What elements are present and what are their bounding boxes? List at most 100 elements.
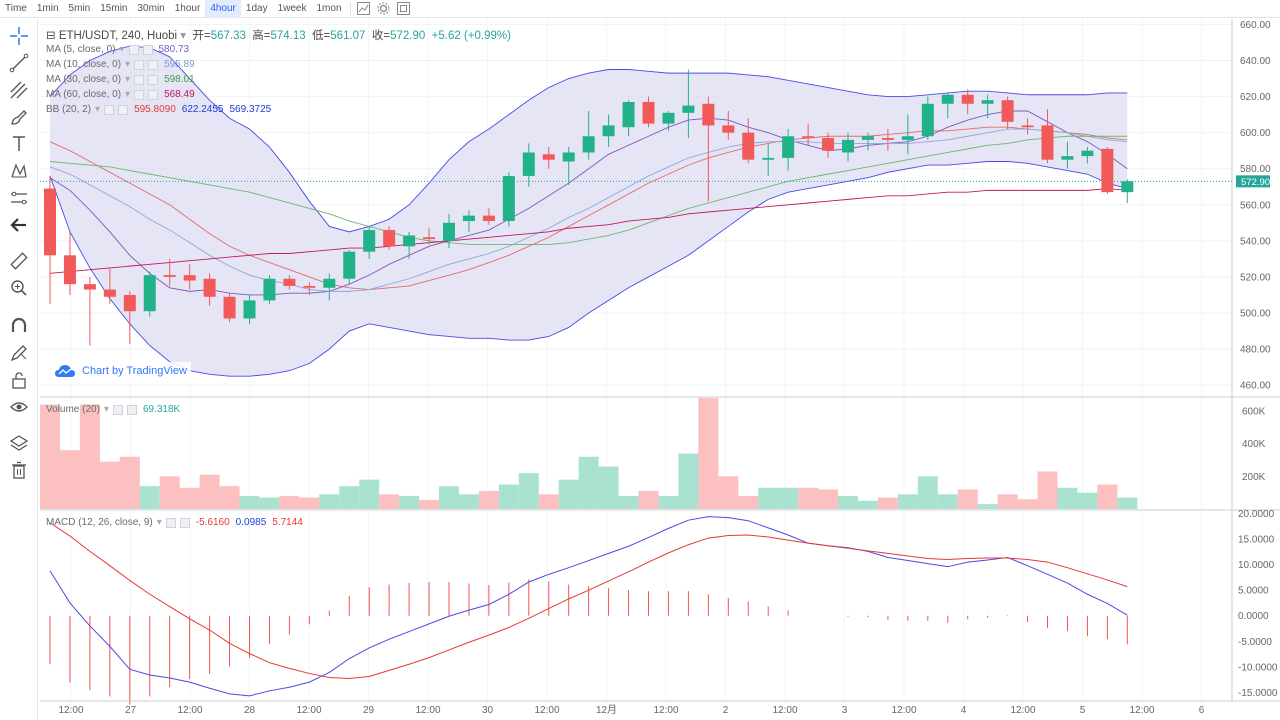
bb-value-1: 595.8090 — [134, 104, 176, 115]
ma30-dropdown-icon[interactable]: ▾ — [125, 74, 131, 85]
ma10-settings-icon[interactable] — [134, 59, 145, 70]
trash-icon[interactable] — [7, 459, 31, 481]
ma10-close-icon[interactable] — [148, 59, 159, 70]
price-tick-label: 520.00 — [1240, 272, 1271, 283]
last-price-badge-label: 572.90 — [1241, 177, 1270, 188]
bb-close-icon[interactable] — [118, 104, 129, 115]
visibility-eye-icon[interactable] — [7, 396, 31, 418]
lock-icon[interactable] — [7, 369, 31, 391]
volume-settings-icon[interactable] — [112, 404, 123, 415]
ma60-dropdown-icon[interactable]: ▾ — [125, 89, 131, 100]
price-tick-label: 500.00 — [1240, 309, 1271, 320]
ma5-close-icon[interactable] — [142, 44, 153, 55]
high-label: 高= — [252, 30, 271, 42]
tf-1mon[interactable]: 1mon — [316, 2, 342, 14]
tradingview-watermark[interactable]: Chart by TradingView — [50, 362, 191, 380]
macd-value-1: -5.6160 — [195, 517, 230, 528]
time-tick-label: 5 — [1080, 705, 1086, 716]
volume-tick-label: 600K — [1242, 407, 1266, 418]
price-tick-label: 540.00 — [1240, 236, 1271, 247]
time-tick-label: 2 — [723, 705, 729, 716]
tf-5min[interactable]: 5min — [68, 2, 91, 14]
bb-value-3: 569.3725 — [229, 104, 272, 115]
price-tick-label: 640.00 — [1240, 56, 1271, 67]
volume-dropdown-icon[interactable]: ▾ — [103, 404, 109, 415]
pattern-icon[interactable] — [7, 160, 31, 182]
open-label: 开= — [192, 30, 211, 42]
back-arrow-icon[interactable] — [7, 214, 31, 236]
price-tick-label: 580.00 — [1240, 164, 1271, 175]
change-value: +5.62 (+0.99%) — [431, 30, 511, 42]
symbol-label[interactable]: ETH/USDT, 240, Huobi — [58, 30, 178, 42]
macd-tick-label: -15.0000 — [1238, 688, 1278, 699]
ma60-close-icon[interactable] — [148, 89, 159, 100]
legend-ma60[interactable]: MA (60, close, 0) ▾ 568.49 — [46, 89, 195, 100]
low-value: 561.07 — [330, 30, 366, 42]
time-tick-label: 12:00 — [177, 705, 202, 716]
ma5-value: 580.73 — [158, 44, 190, 55]
symbol-dropdown-icon[interactable]: ▾ — [180, 30, 187, 42]
settings-gear-icon[interactable] — [374, 0, 394, 18]
ma30-settings-icon[interactable] — [134, 74, 145, 85]
tf-4hour[interactable]: 4hour — [205, 0, 241, 18]
fullscreen-icon[interactable] — [394, 0, 414, 18]
stay-in-drawing-icon[interactable] — [7, 342, 31, 364]
bb-settings-icon[interactable] — [104, 104, 115, 115]
tf-1day[interactable]: 1day — [245, 2, 268, 14]
chart-style-icon[interactable] — [354, 0, 374, 18]
ma5-settings-icon[interactable] — [128, 44, 139, 55]
price-tick-label: 600.00 — [1240, 128, 1271, 139]
ma30-close-icon[interactable] — [148, 74, 159, 85]
chart-canvas[interactable] — [40, 19, 1230, 701]
magnet-icon[interactable] — [7, 315, 31, 337]
macd-dropdown-icon[interactable]: ▾ — [156, 517, 162, 528]
text-tool-icon[interactable] — [7, 133, 31, 155]
zoom-in-icon[interactable] — [7, 277, 31, 299]
ma5-dropdown-icon[interactable]: ▾ — [119, 44, 125, 55]
ma10-value: 595.89 — [164, 59, 195, 70]
volume-close-icon[interactable] — [126, 404, 137, 415]
time-tick-label: 12:00 — [653, 705, 678, 716]
ruler-icon[interactable] — [7, 250, 31, 272]
collapse-icon[interactable]: ⊟ — [46, 30, 56, 42]
macd-settings-icon[interactable] — [165, 517, 176, 528]
time-tick-label: 29 — [363, 705, 375, 716]
tf-1week[interactable]: 1week — [277, 2, 307, 14]
ma10-dropdown-icon[interactable]: ▾ — [125, 59, 131, 70]
legend-ma30[interactable]: MA (30, close, 0) ▾ 598.01 — [46, 74, 195, 85]
ohlc-header: ⊟ ETH/USDT, 240, Huobi ▾ 开=567.33 高=574.… — [46, 27, 511, 43]
crosshair-icon[interactable] — [7, 25, 31, 47]
tf-1min[interactable]: 1min — [36, 2, 59, 14]
pitchfork-icon[interactable] — [7, 79, 31, 101]
legend-volume[interactable]: Volume (20) ▾ 69.318K — [46, 404, 180, 415]
trend-line-icon[interactable] — [7, 52, 31, 74]
price-tick-label: 460.00 — [1240, 381, 1271, 392]
time-tick-label: 12:00 — [772, 705, 797, 716]
tf-15min[interactable]: 15min — [100, 2, 128, 14]
tf-time[interactable]: Time — [5, 2, 27, 14]
macd-tick-label: 20.0000 — [1238, 509, 1275, 520]
tf-1hour[interactable]: 1hour — [174, 2, 201, 14]
drawing-toolbar — [0, 19, 38, 720]
bb-dropdown-icon[interactable]: ▾ — [95, 104, 101, 115]
time-tick-label: 12:00 — [1010, 705, 1035, 716]
ma5-label: MA (5, close, 0) — [46, 44, 116, 55]
macd-tick-label: 15.0000 — [1238, 535, 1275, 546]
macd-close-icon[interactable] — [179, 517, 190, 528]
legend-ma5[interactable]: MA (5, close, 0) ▾ 580.73 — [46, 44, 189, 55]
tf-30min[interactable]: 30min — [137, 2, 165, 14]
top-toolbar: Time 1min 5min 15min 30min 1hour 4hour 1… — [0, 0, 1280, 18]
legend-bb[interactable]: BB (20, 2) ▾ 595.8090 622.2455 569.3725 — [46, 104, 271, 115]
time-tick-label: 12月 — [596, 704, 617, 716]
ma60-settings-icon[interactable] — [134, 89, 145, 100]
chart-area[interactable] — [40, 19, 1230, 701]
ma10-label: MA (10, close, 0) — [46, 59, 122, 70]
time-tick-label: 30 — [482, 705, 494, 716]
prediction-icon[interactable] — [7, 187, 31, 209]
layers-icon[interactable] — [7, 432, 31, 454]
legend-macd[interactable]: MACD (12, 26, close, 9) ▾ -5.6160 0.0985 … — [46, 517, 303, 528]
last-price-badge — [1236, 175, 1270, 188]
legend-ma10[interactable]: MA (10, close, 0) ▾ 595.89 — [46, 59, 195, 70]
brush-icon[interactable] — [7, 106, 31, 128]
open-value: 567.33 — [210, 30, 246, 42]
